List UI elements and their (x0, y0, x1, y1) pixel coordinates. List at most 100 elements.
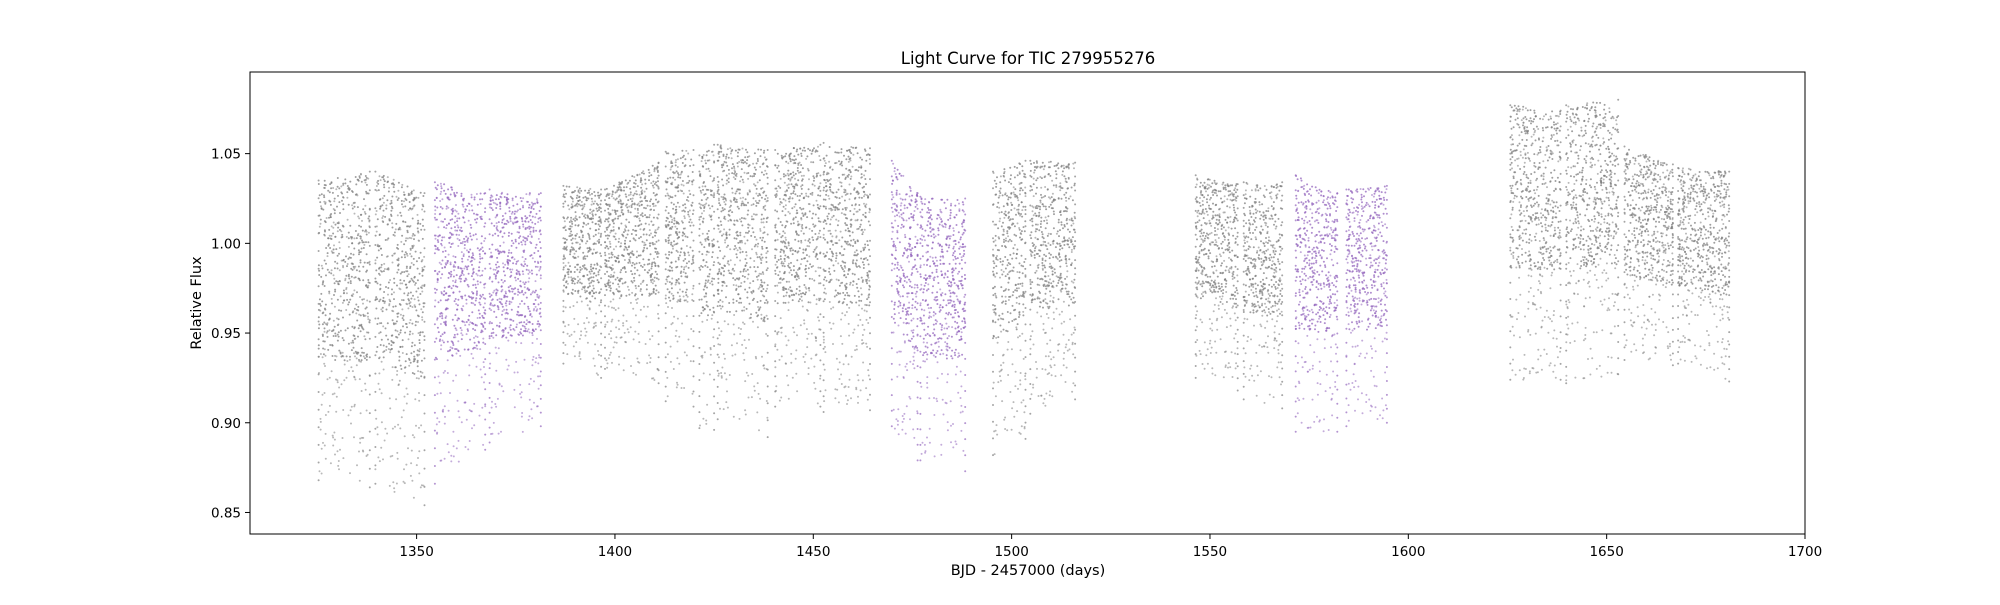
data-point (423, 335, 426, 338)
data-point (869, 316, 871, 319)
data-point (799, 171, 802, 174)
data-point (338, 309, 340, 312)
data-point (412, 233, 415, 235)
data-point (407, 273, 410, 276)
data-point (405, 270, 407, 273)
data-point (704, 193, 707, 195)
data-point (577, 200, 580, 202)
data-point (666, 288, 669, 291)
data-point (746, 192, 749, 195)
data-point (682, 192, 685, 195)
data-point (617, 200, 620, 203)
data-point (358, 217, 361, 220)
data-point (834, 388, 837, 391)
data-point (1014, 385, 1017, 388)
data-point (763, 149, 766, 152)
data-point (858, 166, 860, 169)
data-point (839, 252, 842, 255)
data-point (416, 227, 419, 230)
data-point (345, 255, 347, 258)
data-point (713, 328, 716, 331)
data-point (840, 318, 843, 321)
data-point (774, 194, 777, 197)
data-point (350, 275, 353, 278)
data-point (597, 228, 600, 231)
data-point (1023, 230, 1026, 233)
data-point (576, 218, 578, 221)
data-point (766, 402, 769, 405)
data-point (779, 186, 782, 189)
data-point (319, 218, 322, 221)
data-point (364, 175, 367, 177)
data-point (321, 300, 324, 303)
data-point (766, 287, 769, 290)
data-point (664, 224, 667, 227)
data-point (751, 227, 754, 230)
data-point (590, 281, 593, 284)
data-point (801, 179, 803, 182)
data-point (766, 334, 769, 337)
data-point (722, 155, 725, 157)
data-point (857, 401, 859, 404)
data-point (399, 329, 402, 332)
data-point (863, 195, 865, 198)
data-point (1024, 290, 1027, 293)
data-point (376, 181, 379, 184)
data-point (1024, 323, 1027, 326)
data-point (409, 291, 412, 294)
data-point (626, 285, 629, 288)
data-point (745, 251, 748, 254)
data-point (564, 344, 567, 346)
data-point (688, 260, 690, 263)
data-point (796, 220, 799, 223)
data-point (729, 259, 732, 262)
data-point (412, 199, 415, 202)
data-point (739, 259, 742, 262)
data-point (861, 334, 864, 336)
data-point (781, 210, 784, 213)
data-point (391, 319, 394, 322)
data-point (604, 304, 606, 307)
data-point (335, 410, 338, 413)
data-point (668, 197, 671, 200)
data-point (797, 240, 800, 243)
data-point (594, 200, 596, 203)
data-point (405, 302, 408, 305)
data-point (686, 300, 689, 303)
data-point (744, 156, 747, 159)
data-point (849, 225, 852, 228)
data-point (591, 213, 594, 216)
data-point (864, 246, 867, 249)
data-point (646, 362, 649, 365)
data-point (415, 260, 418, 263)
data-point (822, 252, 825, 255)
data-point (396, 284, 398, 287)
data-point (738, 301, 741, 304)
data-point (779, 278, 781, 280)
data-point (774, 224, 777, 227)
data-point (633, 276, 635, 279)
data-point (406, 229, 409, 232)
data-point (332, 187, 335, 189)
data-point (776, 291, 779, 294)
data-point (1015, 328, 1018, 331)
data-point (718, 268, 721, 271)
data-point (395, 195, 398, 198)
data-point (736, 220, 739, 223)
data-point (323, 327, 326, 330)
data-point (1019, 372, 1022, 374)
data-point (345, 355, 348, 358)
data-point (790, 247, 793, 250)
data-point (810, 265, 813, 268)
data-point (713, 261, 716, 264)
data-point (761, 245, 764, 248)
data-point (336, 298, 339, 301)
data-point (698, 411, 701, 414)
data-point (390, 199, 393, 202)
data-point (413, 204, 416, 207)
data-point (689, 218, 692, 221)
data-point (338, 468, 340, 471)
data-point (668, 251, 671, 253)
data-point (706, 403, 709, 406)
data-point (586, 341, 589, 344)
